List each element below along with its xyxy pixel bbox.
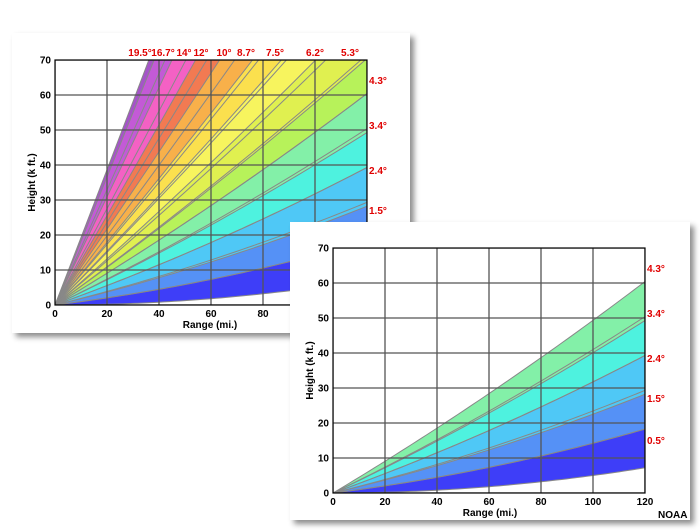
elevation-angle-label: 19.5° <box>128 48 151 59</box>
x-tick-label: 60 <box>205 309 217 320</box>
elevation-angle-label: 5.3° <box>341 48 359 59</box>
elevation-angle-label: 8.7° <box>237 48 255 59</box>
beam-band-12deg <box>55 60 220 305</box>
noaa-credit: NOAA <box>658 510 687 521</box>
beam-band-10deg <box>55 60 253 305</box>
elevation-angle-label: 2.4° <box>647 354 665 365</box>
y-tick-label: 20 <box>318 419 330 430</box>
elevation-angle-label: 3.4° <box>369 121 387 132</box>
plot-frame <box>332 247 646 494</box>
elevation-angle-label: 6.2° <box>306 48 324 59</box>
y-axis-label: Height (k ft.) <box>305 341 316 399</box>
x-tick-label: 100 <box>585 497 602 508</box>
back-vcp-chart: 0 10 20 30 40 50 60 70 0 20 40 60 80 Range (mi.) Heigh… <box>27 48 387 331</box>
x-tick-label: 0 <box>52 309 58 320</box>
y-tick-label: 30 <box>318 384 330 395</box>
y-tick-label: 10 <box>40 266 52 277</box>
elevation-angle-label: 10° <box>216 48 231 59</box>
y-tick-label: 40 <box>40 161 52 172</box>
x-tick-label: 40 <box>153 309 165 320</box>
elevation-angle-label: 2.4° <box>369 166 387 177</box>
front-vcp-chart: 0 10 20 30 40 50 60 70 0 20 40 60 80 100 120 Range (mi.… <box>305 244 665 520</box>
elevation-angle-label: 1.5° <box>369 206 387 217</box>
elevation-angle-label: 4.3° <box>369 76 387 87</box>
y-tick-label: 20 <box>40 231 52 242</box>
front-chart-panel: 0 10 20 30 40 50 60 70 0 20 40 60 80 100 120 Range (mi.… <box>290 222 690 521</box>
elevation-angle-label: 1.5° <box>647 394 665 405</box>
elevation-angle-label: 4.3° <box>647 264 665 275</box>
y-tick-label: 40 <box>318 349 330 360</box>
y-tick-label: 0 <box>323 489 329 500</box>
y-tick-label: 60 <box>318 279 330 290</box>
x-tick-label: 60 <box>483 497 495 508</box>
plot-frame <box>54 59 368 306</box>
y-tick-label: 70 <box>40 56 52 67</box>
elevation-angle-label: 16.7° <box>151 48 174 59</box>
beam-band-6p2deg <box>55 60 366 305</box>
y-tick-label: 30 <box>40 196 52 207</box>
elevation-angle-label: 0.5° <box>647 436 665 447</box>
x-tick-label: 0 <box>330 497 336 508</box>
x-tick-label: 120 <box>637 497 654 508</box>
elevation-angle-label: 3.4° <box>647 309 665 320</box>
plot-area <box>55 60 367 305</box>
y-tick-label: 50 <box>40 126 52 137</box>
x-tick-label: 80 <box>535 497 547 508</box>
elevation-angle-label: 7.5° <box>266 48 284 59</box>
x-axis-label: Range (mi.) <box>463 508 517 519</box>
x-axis-label: Range (mi.) <box>183 320 237 331</box>
y-axis-label: Height (k ft.) <box>27 153 38 211</box>
beam-band-0p5deg <box>333 429 645 493</box>
x-tick-label: 20 <box>101 309 113 320</box>
beam-band-1p5deg <box>333 394 645 493</box>
y-tick-label: 50 <box>318 314 330 325</box>
elevation-angle-label: 12° <box>193 48 208 59</box>
y-tick-label: 10 <box>318 454 330 465</box>
beam-band-7p5deg <box>55 60 316 305</box>
plot-area <box>333 248 645 493</box>
x-tick-label: 20 <box>379 497 391 508</box>
x-tick-label: 40 <box>431 497 443 508</box>
y-tick-label: 0 <box>45 301 51 312</box>
beam-band-8p7deg <box>55 60 282 305</box>
x-tick-label: 80 <box>257 309 269 320</box>
elevation-angle-label: 14° <box>176 48 191 59</box>
beam-band-0p5deg <box>55 241 367 305</box>
y-tick-label: 60 <box>40 91 52 102</box>
back-chart-panel: 0 10 20 30 40 50 60 70 0 20 40 60 80 Range (mi.) Heigh… <box>12 33 410 333</box>
y-tick-label: 70 <box>318 244 330 255</box>
